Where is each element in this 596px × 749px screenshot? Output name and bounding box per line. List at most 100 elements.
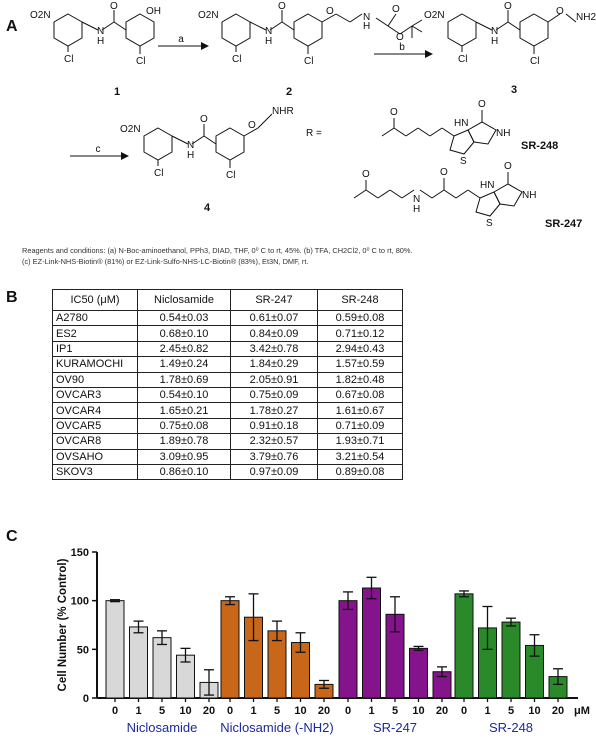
x-tick-label: 20 [203,705,215,717]
x-tick-label: 10 [294,705,306,717]
table-row: OVCAR3 0.54±0.10 0.75±0.09 0.67±0.08 [52,386,403,404]
x-tick-label: 20 [552,705,564,717]
nitro-label-2: O2N [198,10,219,21]
ic50-value: 3.21±0.54 [317,448,403,465]
nh-label-sr247: N [413,194,420,205]
o-label-2a: O [278,1,286,12]
compound-label-4: 4 [204,202,211,214]
r-equals-label: R = [306,128,322,139]
ic50-value: 0.61±0.07 [230,309,318,327]
cell-line-name: OVCAR8 [52,433,138,450]
cl-label-3b: Cl [530,56,539,67]
panel-label-c: C [6,528,18,545]
ic50-value: 2.05±0.91 [230,371,318,388]
ic50-value: 1.65±0.21 [137,402,231,419]
o-label-4b: O [248,120,256,131]
x-tick-label: 20 [436,705,448,717]
y-tick-label: 50 [77,644,89,656]
ic50-value: 2.45±0.82 [137,340,231,358]
x-tick-label: 0 [227,705,233,717]
compound-label-1: 1 [114,86,121,98]
table-row: OVCAR4 1.65±0.21 1.78±0.27 1.61±0.67 [52,402,403,419]
ic50-value: 0.71±0.09 [317,417,403,435]
cl-label-2b: Cl [304,56,313,67]
cell-line-name: OVCAR3 [52,386,138,404]
bar [409,647,428,699]
ic50-value: 1.93±0.71 [317,433,403,450]
ic50-value: 1.61±0.67 [317,402,403,419]
x-tick-label: 10 [528,705,540,717]
x-tick-label: 1 [250,705,256,717]
bar [129,626,148,699]
x-tick-label: 5 [274,705,280,717]
x-tick-label: 0 [345,705,351,717]
x-tick-label: 5 [392,705,398,717]
ic50-value: 0.97±0.09 [230,463,318,481]
ic50-value: 0.84±0.09 [230,325,318,342]
header-ic50: IC50 (μM) [52,289,138,311]
x-tick-label: 0 [112,705,118,717]
nh-label-2b: N [363,12,370,23]
s-label-sr247: S [486,218,493,229]
ic50-value: 2.94±0.43 [317,340,403,358]
ic50-value: 0.54±0.10 [137,386,231,404]
ic50-value: 3.09±0.95 [137,448,231,465]
group-label: SR-247 [373,720,417,735]
hn-label-sr247: HN [480,180,494,191]
h-label-4: H [187,150,194,161]
h-label-2b: H [363,21,370,32]
group-label: Niclosamide [127,720,198,735]
x-tick-label: 0 [461,705,467,717]
x-tick-label: 1 [484,705,490,717]
scheme-arrow-a: a [178,34,184,45]
o-label-3a: O [504,1,512,12]
o-label-sr247-ring: O [504,161,512,172]
ic50-value: 0.71±0.12 [317,325,403,342]
nh-label-1: N [97,26,104,37]
bar [338,600,358,699]
ic50-value: 0.91±0.18 [230,417,318,435]
x-tick-label: 1 [135,705,141,717]
table-row: OV90 1.78±0.69 2.05±0.91 1.82±0.48 [52,371,403,388]
nh-label-4: N [187,140,194,151]
x-tick-label: 5 [159,705,165,717]
cell-line-name: KURAMOCHI [52,356,138,373]
synthesis-scheme: a b c O2N O H N H O Cl Cl O2N N H O O N H… [30,1,596,229]
nhr-label: NHR [272,106,294,117]
x-tick-label: 10 [179,705,191,717]
ic50-value: 3.42±0.78 [230,340,318,358]
nitro-label-3: O2N [424,10,445,21]
ic50-value: 1.78±0.27 [230,402,318,419]
scheme-arrow-c: c [96,144,101,155]
table-row: OVCAR5 0.75±0.08 0.91±0.18 0.71±0.09 [52,417,403,435]
scheme-arrow-b: b [399,42,405,53]
o-label-sr247a: O [362,169,370,180]
bar [220,600,240,699]
cell-line-name: OV90 [52,371,138,388]
ic50-table: IC50 (μM) Niclosamide SR-247 SR-248 A278… [52,289,403,481]
h-label-1: H [97,36,104,47]
o-label-2b: O [326,6,334,17]
x-tick-label: 5 [508,705,514,717]
cell-line-name: OVCAR5 [52,417,138,435]
ic50-value: 1.84±0.29 [230,356,318,373]
cl-label-1a: Cl [64,54,73,65]
nh-label-2: N [265,26,272,37]
ic50-value: 1.57±0.59 [317,356,403,373]
x-tick-label: 20 [318,705,330,717]
ic50-value: 0.59±0.08 [317,309,403,327]
table-row: ES2 0.68±0.10 0.84±0.09 0.71±0.12 [52,325,403,342]
cl-label-2a: Cl [232,54,241,65]
ic50-value: 1.49±0.24 [137,356,231,373]
o-label-3b: O [556,6,564,17]
bar [362,587,381,699]
bar [501,621,521,699]
y-tick-label: 150 [71,547,89,559]
o-label-2c: O [392,4,400,15]
cell-line-name: A2780 [52,309,138,327]
hn-label-sr248: HN [454,118,468,129]
nitro-label-1: O2N [30,10,51,21]
panel-label-b: B [6,289,18,306]
bar [152,637,172,699]
